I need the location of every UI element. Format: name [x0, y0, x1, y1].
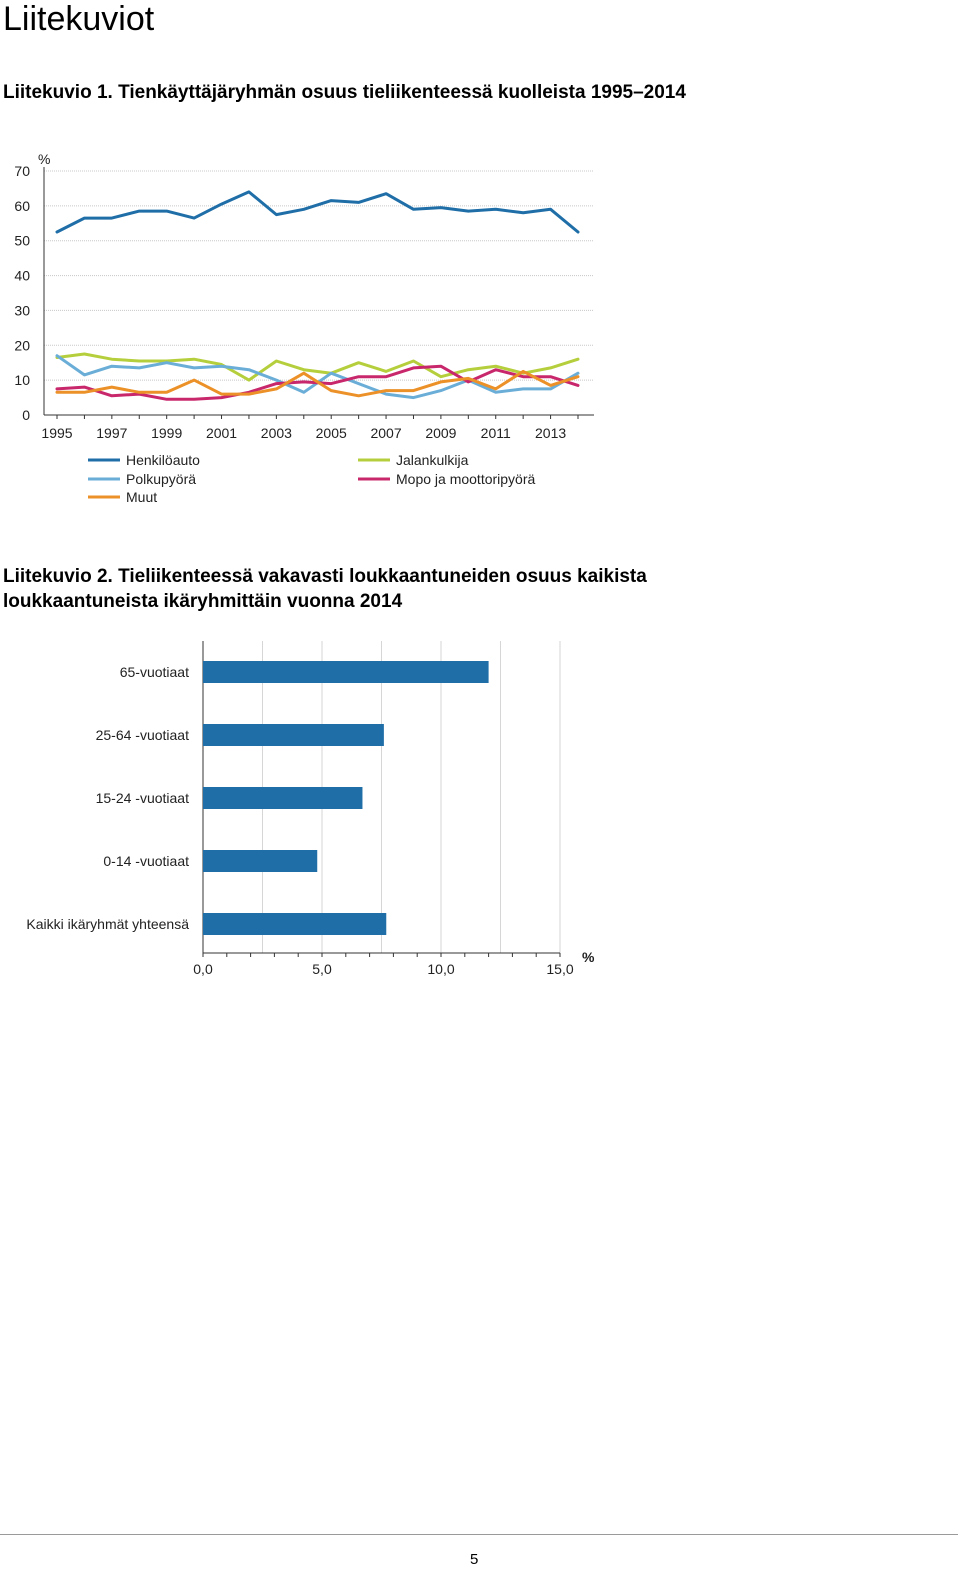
- x-tick-label: 1999: [151, 425, 182, 441]
- category-label: Kaikki ikäryhmät yhteensä: [26, 916, 189, 932]
- y-tick-label: 50: [14, 233, 30, 249]
- y-axis-label: %: [38, 151, 50, 167]
- bar-kaikki-ik-ryhm-t-yhteens: [203, 913, 387, 935]
- figure-1-title: Liitekuvio 1. Tienkäyttäjäryhmän osuus t…: [3, 82, 686, 103]
- page-number: 5: [470, 1551, 479, 1568]
- series-line-jalankulkija: [55, 352, 580, 382]
- y-tick-label: 40: [14, 268, 30, 284]
- bar-chart: 0,0 5,0 10,0 15,0% 65-vuotiaat 25-64 -vuotiaa…: [26, 641, 595, 977]
- category-label: 25-64 -vuotiaat: [96, 727, 190, 743]
- y-tick-label: 10: [14, 372, 30, 388]
- legend-label-muut: Muut: [126, 489, 157, 505]
- x-tick-label: 15,0: [546, 961, 573, 977]
- x-tick-label: 1997: [96, 425, 127, 441]
- x-tick-label: 1995: [41, 425, 72, 441]
- x-axis-label: %: [582, 949, 595, 965]
- x-tick-label: 2005: [316, 425, 347, 441]
- line-chart: 0 10 20 30 40 50 60 70% 1995 1997 1999 2001 2003 2005…: [14, 151, 594, 505]
- legend-label-henkil-auto: Henkilöauto: [126, 452, 200, 468]
- footer-divider: [0, 1534, 958, 1535]
- x-tick-label: 10,0: [427, 961, 454, 977]
- bar-25-64-vuotiaat: [203, 724, 384, 746]
- bar-15-24-vuotiaat: [203, 787, 363, 809]
- y-tick-label: 70: [14, 163, 30, 179]
- category-label: 0-14 -vuotiaat: [103, 853, 189, 869]
- page-title: Liitekuviot: [3, 0, 155, 38]
- x-tick-label: 2009: [425, 425, 456, 441]
- x-tick-label: 2001: [206, 425, 237, 441]
- x-tick-label: 2011: [481, 425, 511, 441]
- figure-2-title: Liitekuvio 2. Tieliikenteessä vakavasti …: [3, 566, 647, 612]
- bar-0-14-vuotiaat: [203, 850, 318, 872]
- series-line-muut: [55, 369, 580, 398]
- bar-65-vuotiaat: [203, 661, 489, 683]
- y-tick-label: 60: [14, 198, 30, 214]
- category-label: 65-vuotiaat: [120, 664, 189, 680]
- x-tick-label: 5,0: [312, 961, 332, 977]
- x-tick-label: 0,0: [193, 961, 213, 977]
- x-tick-label: 2007: [370, 425, 401, 441]
- legend-label-polkupy-r: Polkupyörä: [126, 471, 196, 487]
- legend-label-jalankulkija: Jalankulkija: [396, 452, 469, 468]
- series-line-henkil-auto: [55, 190, 580, 234]
- x-tick-label: 2003: [261, 425, 292, 441]
- legend-label-mopo-ja-moottoripy-r: Mopo ja moottoripyörä: [396, 471, 536, 487]
- category-label: 15-24 -vuotiaat: [96, 790, 190, 806]
- x-tick-label: 2013: [535, 425, 566, 441]
- y-tick-label: 20: [14, 337, 30, 353]
- y-tick-label: 0: [22, 407, 30, 423]
- y-tick-label: 30: [14, 302, 30, 318]
